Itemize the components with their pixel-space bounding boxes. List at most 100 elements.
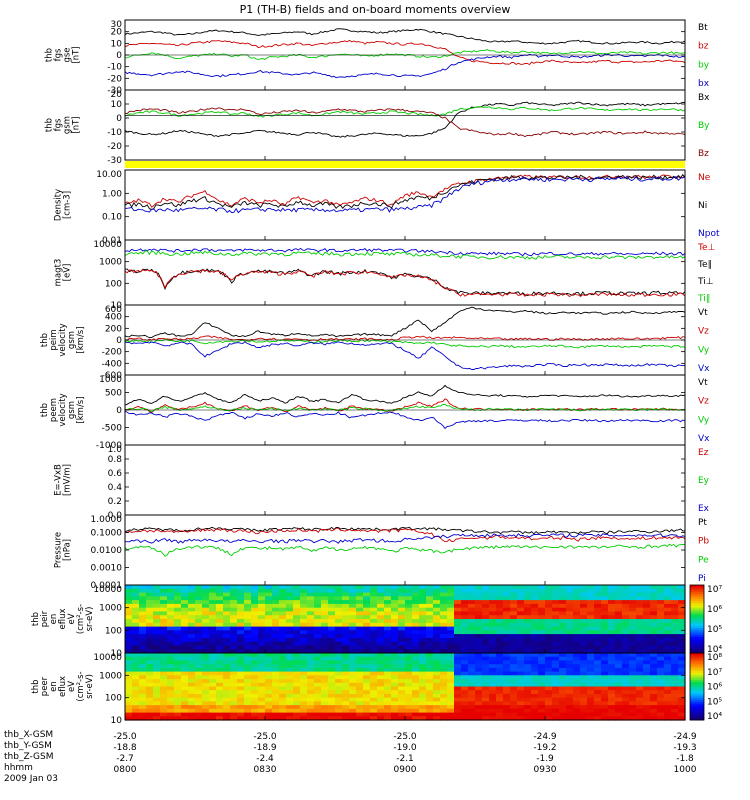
peer-spectrum-cell [524, 690, 532, 695]
peir-spectrum-cell [636, 645, 644, 650]
peir-spectrum-cell [643, 600, 651, 605]
peer-spectrum-cell [580, 697, 588, 702]
peer-spectrum-cell [587, 667, 595, 673]
peir-spectrum-cell [447, 641, 455, 647]
peir-spectrum-cell [167, 645, 175, 650]
peer-spectrum-cell [209, 664, 217, 669]
peir-spectrum-colorbar-cell [690, 585, 704, 588]
peer-spectrum-cell [545, 712, 553, 717]
peer-spectrum-cell [216, 701, 224, 706]
peer-spectrum-colorbar-cell [690, 679, 704, 683]
peer-spectrum-cell [349, 686, 357, 691]
peir-spectrum-cell [671, 600, 679, 605]
peer-spectrum-cell [573, 671, 581, 676]
peem-velocity-ylabel: thb peem velocity gsm [km/s] [40, 393, 86, 426]
peer-spectrum-cell [195, 675, 203, 680]
peir-spectrum-cell [265, 641, 273, 647]
peer-spectrum-cell [342, 712, 350, 717]
density-series-npot-line [125, 176, 686, 214]
peir-spectrum-cell [559, 622, 567, 628]
peir-spectrum-cell [223, 607, 231, 613]
peer-spectrum-cell [223, 712, 231, 717]
peer-spectrum-cell [531, 671, 539, 676]
peir-spectrum-cell [615, 645, 623, 650]
peer-spectrum-cell [384, 675, 392, 680]
peir-spectrum-cell [538, 626, 546, 631]
efield-ytick-label: 0.0 [108, 511, 123, 521]
peer-spectrum-cell [608, 712, 616, 717]
peir-spectrum-cell [643, 626, 651, 631]
peir-spectrum-cell [209, 588, 217, 594]
peer-spectrum-cell [419, 664, 427, 669]
peer-spectrum-cell [629, 653, 637, 658]
peir-spectrum-cell [209, 622, 217, 628]
peer-spectrum-cell [594, 660, 602, 665]
peir-spectrum-cell [125, 645, 133, 650]
peer-spectrum-cell [433, 671, 441, 676]
peir-spectrum-cell [286, 622, 294, 628]
peir-spectrum-cell [188, 592, 196, 597]
peir-spectrum-cell [531, 630, 539, 635]
peir-spectrum-cell [594, 637, 602, 643]
peir-spectrum-cell [356, 622, 364, 628]
peer-spectrum-cell [153, 693, 161, 699]
peer-spectrum-cell [517, 667, 525, 673]
peir-spectrum-cell [230, 615, 238, 620]
peir-spectrum-cell [391, 588, 399, 594]
peer-spectrum-cell [321, 675, 329, 680]
peir-spectrum-cell [517, 596, 525, 601]
density-legend-0: Ne [698, 173, 711, 183]
peir-spectrum-cell [174, 615, 182, 620]
peer-spectrum-cell [678, 686, 686, 691]
peir-spectrum-cell [125, 637, 133, 643]
peir-spectrum-cell [482, 641, 490, 647]
peir-spectrum-cell [426, 649, 434, 654]
peir-spectrum-cell [188, 634, 196, 639]
peir-spectrum-cell [580, 592, 588, 597]
peir-spectrum-cell [622, 611, 630, 616]
peir-spectrum-cell [349, 585, 357, 590]
peer-spectrum-cell [559, 653, 567, 658]
peir-spectrum-cell [433, 603, 441, 609]
peir-spectrum-cell [405, 645, 413, 650]
peer-spectrum-cell [398, 716, 406, 721]
peir-spectrum-cell [482, 649, 490, 654]
peer-spectrum-cell [125, 660, 133, 665]
peir-spectrum-cell [678, 615, 686, 620]
peir-spectrum-cell [307, 630, 315, 635]
fgs-gsm-legend-2: Bz [698, 149, 709, 159]
peer-spectrum-cell [538, 664, 546, 669]
peer-spectrum-cell [314, 697, 322, 702]
peir-spectrum-cell [664, 637, 672, 643]
peir-spectrum-cell [419, 607, 427, 613]
peer-spectrum-cell [300, 660, 308, 665]
peer-spectrum-cell [650, 664, 658, 669]
peer-spectrum-cell [146, 697, 154, 702]
peer-spectrum-cell [181, 679, 189, 684]
peir-spectrum-cell [125, 600, 133, 605]
peir-spectrum-cell [552, 641, 560, 647]
peer-spectrum-cell [629, 697, 637, 702]
peir-spectrum-cell [461, 592, 469, 597]
peir-spectrum-cell [580, 649, 588, 654]
peer-spectrum-cell [265, 690, 273, 695]
peir-spectrum-cell [531, 600, 539, 605]
peir-spectrum-cell [405, 600, 413, 605]
peer-spectrum-cell [398, 660, 406, 665]
peer-spectrum-cell [678, 697, 686, 702]
peir-spectrum-cell [426, 630, 434, 635]
peer-spectrum-cell [615, 679, 623, 684]
peir-spectrum-cell [132, 615, 140, 620]
peir-spectrum-cell [230, 637, 238, 643]
peim-velocity-ylabel: thb peim velocity gsm [km/s] [40, 323, 86, 356]
peir-spectrum-cell [293, 611, 301, 616]
peer-spectrum-cell [587, 656, 595, 661]
peer-spectrum-cell [258, 653, 266, 658]
peir-spectrum-cell [314, 645, 322, 650]
peir-spectrum-cell [496, 630, 504, 635]
footer-label-x: thb_X-GSM [4, 730, 54, 740]
density-ytick-label: 10.00 [96, 170, 122, 180]
peir-spectrum-cell [391, 630, 399, 635]
footer-value: -24.9 [533, 732, 557, 742]
peem-velocity-series-vx-line [124, 410, 686, 430]
